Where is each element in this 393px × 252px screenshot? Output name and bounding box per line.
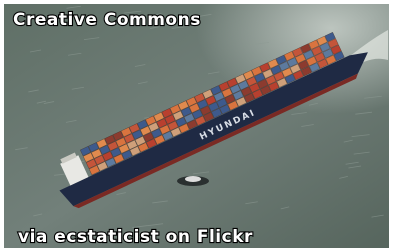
top-caption: Creative Commons [13,10,201,30]
tugboat-cabin [185,176,201,182]
page: HYUNDAI Creative Commons via ecstaticist… [0,0,393,252]
photo: HYUNDAI Creative Commons via ecstaticist… [0,0,393,252]
bottom-caption: via ecstaticist on Flickr [18,227,253,247]
